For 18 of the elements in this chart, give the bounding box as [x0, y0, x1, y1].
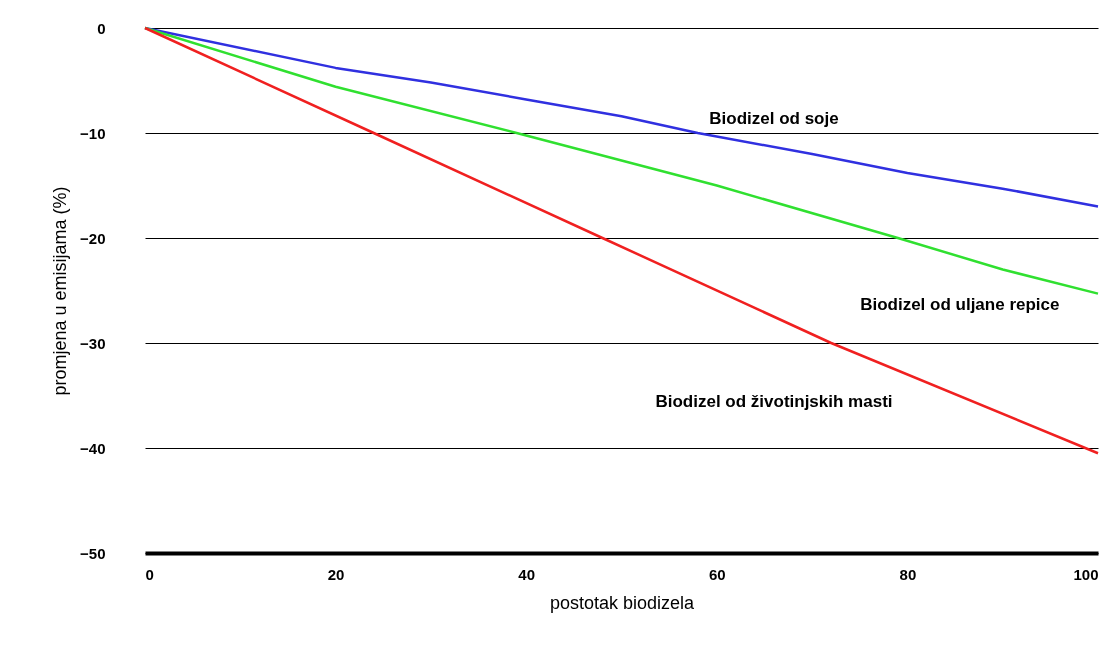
series-label: Biodizel od životinjskih masti — [655, 391, 893, 411]
y-tick-label: −10 — [80, 124, 106, 142]
y-axis-title: promjena u emisijama (%) — [50, 186, 71, 396]
series-label: Biodizel od uljane repice — [860, 294, 1060, 314]
line-series — [143, 26, 1100, 455]
x-tick-label: 20 — [327, 565, 345, 583]
x-tick-label: 80 — [899, 565, 917, 583]
x-tick-label: 0 — [145, 565, 154, 583]
y-tick-label: −40 — [80, 439, 106, 457]
x-tick-label: 60 — [708, 565, 726, 583]
y-tick-label: −30 — [80, 334, 106, 352]
y-tick-label: −20 — [80, 229, 106, 247]
x-tick-label: 100 — [1073, 565, 1099, 583]
x-tick-label: 40 — [518, 565, 536, 583]
y-tick-label: 0 — [97, 19, 106, 37]
series-label: Biodizel od soje — [709, 109, 839, 128]
x-axis-title: postotak biodizela — [549, 592, 696, 613]
y-tick-label: −50 — [80, 544, 106, 562]
